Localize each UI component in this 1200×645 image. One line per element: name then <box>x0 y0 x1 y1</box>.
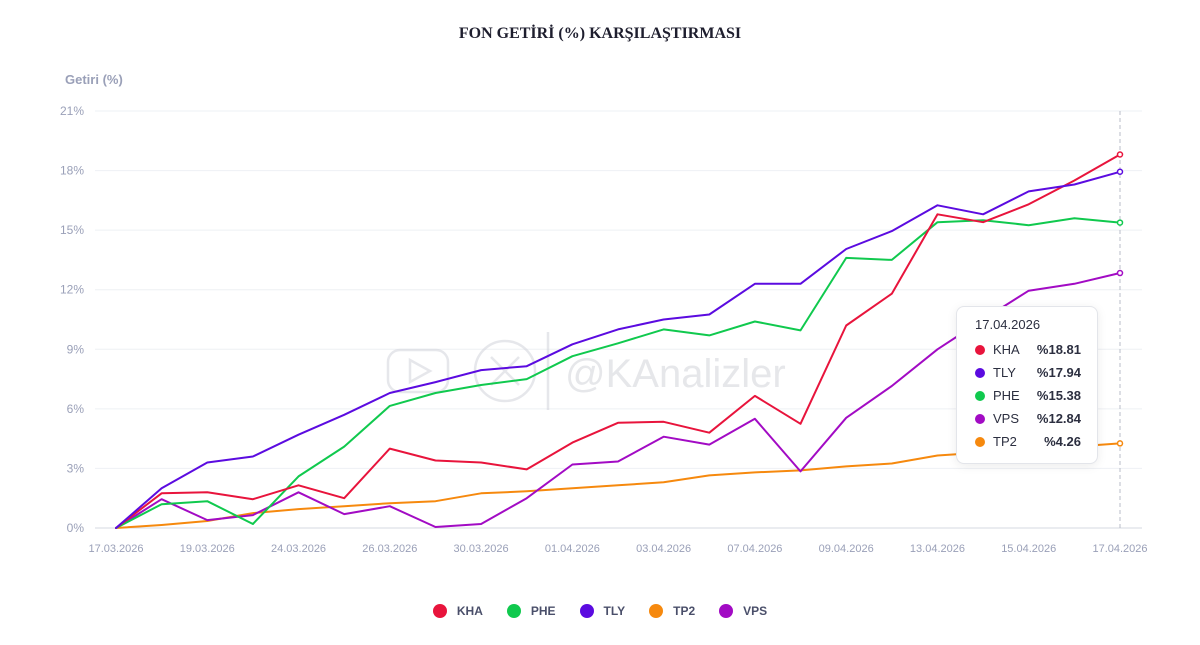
tooltip-row-phe: PHE %15.38 <box>975 384 1081 407</box>
legend-item-phe[interactable]: PHE <box>506 604 556 618</box>
tooltip-name: TLY <box>993 365 1016 380</box>
x-tick-label: 19.03.2026 <box>180 543 235 555</box>
series-line-phe <box>115 217 1121 529</box>
y-tick-label: 21% <box>60 104 84 118</box>
y-tick-label: 12% <box>60 283 84 297</box>
tooltip-row-tp2: TP2 %4.26 <box>975 430 1081 453</box>
x-tick-label: 17.04.2026 <box>1092 543 1147 555</box>
series-end-point-tp2 <box>1116 440 1124 447</box>
legend-item-kha[interactable]: KHA <box>432 604 483 618</box>
youtube-icon <box>386 348 450 394</box>
legend-label: VPS <box>743 604 768 618</box>
tooltip-dot-tly <box>975 367 985 378</box>
legend-item-tly[interactable]: TLY <box>579 604 626 618</box>
y-tick-label: 15% <box>60 223 84 237</box>
y-axis-label: Getiri (%) <box>65 72 123 87</box>
tooltip-dot-tp2 <box>975 436 985 447</box>
x-axis-ticks: 17.03.2026 19.03.2026 24.03.2026 26.03.2026… <box>88 543 1147 555</box>
tooltip-dot-phe <box>975 390 985 401</box>
y-tick-label: 3% <box>67 461 85 475</box>
tooltip-date: 17.04.2026 <box>975 317 1041 332</box>
watermark-text: @KAnalizler <box>565 352 786 396</box>
tooltip-name: VPS <box>993 411 1020 426</box>
tooltip-value: %17.94 <box>1036 365 1081 380</box>
y-tick-label: 9% <box>67 342 85 356</box>
legend-label: PHE <box>530 604 556 618</box>
legend-dot-phe <box>506 604 521 618</box>
y-tick-label: 18% <box>60 164 84 178</box>
tooltip-dot-vps <box>975 413 985 424</box>
legend-label: TP2 <box>673 604 696 618</box>
tooltip-row-vps: VPS %12.84 <box>975 407 1081 430</box>
x-tick-label: 26.03.2026 <box>362 543 417 555</box>
tooltip-name: KHA <box>993 342 1020 357</box>
legend: KHA PHE TLY TP2 VPS <box>0 604 1200 618</box>
x-tick-label: 01.04.2026 <box>545 543 600 555</box>
x-tick-label: 13.04.2026 <box>910 543 965 555</box>
series-line-tly <box>115 170 1121 529</box>
x-tick-label: 03.04.2026 <box>636 543 691 555</box>
series-end-point-vps <box>1116 269 1124 277</box>
legend-dot-vps <box>719 604 734 618</box>
series-line-kha <box>115 153 1121 529</box>
legend-label: KHA <box>456 604 483 618</box>
tooltip-name: PHE <box>993 388 1020 403</box>
y-tick-label: 6% <box>67 402 85 416</box>
legend-dot-kha <box>432 604 447 618</box>
x-tick-label: 17.03.2026 <box>88 543 143 555</box>
series-end-point-kha <box>1116 151 1124 158</box>
legend-item-tp2[interactable]: TP2 <box>649 604 695 618</box>
x-tick-label: 07.04.2026 <box>727 543 782 555</box>
series-line-tp2 <box>115 442 1121 529</box>
tooltip-row-tly: TLY %17.94 <box>975 361 1081 384</box>
tooltip-row-kha: KHA %18.81 <box>975 338 1081 361</box>
hover-tooltip: 17.04.2026 KHA %18.81 TLY %17.94 PHE %15… <box>956 306 1098 464</box>
tooltip-value: %15.38 <box>1036 388 1081 403</box>
x-tick-label: 09.04.2026 <box>819 543 874 555</box>
y-axis-ticks: 0% 3% 6% 9% 12% 15% 18% 21% <box>60 104 84 535</box>
x-tick-label: 15.04.2026 <box>1001 543 1056 555</box>
legend-dot-tp2 <box>649 604 664 618</box>
x-tick-label: 24.03.2026 <box>271 543 326 555</box>
watermark: @KAnalizler <box>386 332 786 410</box>
legend-label: TLY <box>603 604 626 618</box>
tooltip-value: %12.84 <box>1036 411 1081 426</box>
legend-dot-tly <box>579 604 594 618</box>
tooltip-dot-kha <box>975 344 985 355</box>
tooltip-value: %4.26 <box>1044 434 1081 449</box>
series-end-point-tly <box>1116 168 1124 176</box>
series-end-point-phe <box>1116 219 1124 226</box>
tooltip-value: %18.81 <box>1036 342 1081 357</box>
x-tick-label: 30.03.2026 <box>454 543 509 555</box>
series-lines <box>115 151 1124 529</box>
y-tick-label: 0% <box>67 521 85 535</box>
youtube-play-icon <box>408 357 433 385</box>
chart-title: FON GETİRİ (%) KARŞILAŞTIRMASI <box>459 23 741 42</box>
tooltip-name: TP2 <box>993 434 1017 449</box>
legend-item-vps[interactable]: VPS <box>719 604 767 618</box>
series-line-vps <box>115 272 1121 529</box>
